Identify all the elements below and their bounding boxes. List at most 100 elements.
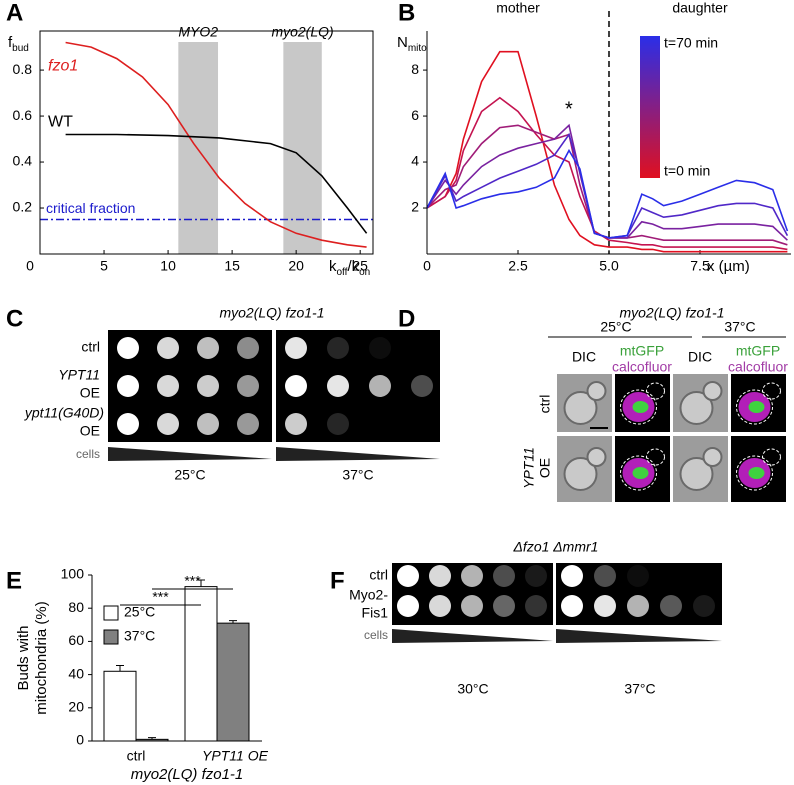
row-label: OE bbox=[80, 385, 100, 401]
axis-label: koff/kon bbox=[329, 258, 370, 278]
colony-spot bbox=[493, 595, 515, 617]
plot-frame bbox=[39, 30, 374, 255]
y-tick-label: 0.2 bbox=[13, 199, 33, 215]
colony-spot bbox=[117, 413, 139, 435]
error-bar bbox=[197, 579, 205, 587]
series-label: fzo1 bbox=[48, 58, 78, 75]
channel-label: DIC bbox=[688, 349, 712, 365]
y-tick-label: 0.4 bbox=[13, 153, 33, 169]
colony-spot bbox=[285, 413, 307, 435]
colony-spot bbox=[461, 565, 483, 587]
x-tick-label: 5 bbox=[100, 258, 108, 274]
x-tick-label: 0 bbox=[423, 258, 431, 274]
channel-label: mtGFP bbox=[736, 343, 780, 359]
y-tick-label: 20 bbox=[68, 699, 84, 715]
x-tick-label: 25 bbox=[352, 258, 368, 274]
y-tick-label: 8 bbox=[411, 61, 419, 77]
y-tick-label: 100 bbox=[61, 566, 85, 582]
series-line bbox=[426, 50, 788, 253]
dilution-wedge bbox=[556, 629, 722, 643]
band-label: myo2(LQ) bbox=[271, 24, 333, 40]
panel-title: Δfzo1 Δmmr1 bbox=[513, 539, 599, 555]
colony-spot bbox=[327, 337, 349, 359]
panel-label: F bbox=[330, 567, 345, 594]
colony-spot bbox=[461, 595, 483, 617]
y-tick-label: 6 bbox=[411, 107, 419, 123]
region-label: daughter bbox=[672, 0, 728, 16]
row-label: Myo2- bbox=[349, 587, 388, 603]
panel-label: D bbox=[398, 305, 415, 332]
cell-outline bbox=[762, 382, 781, 400]
axis-label: fbud bbox=[8, 34, 29, 54]
colony-spot bbox=[197, 375, 219, 397]
cell-outline bbox=[736, 389, 773, 425]
temperature-label: 30°C bbox=[457, 681, 488, 697]
x-tick-label: 7.5 bbox=[690, 258, 710, 274]
panel-label: A bbox=[6, 0, 23, 26]
dilution-wedge bbox=[276, 447, 440, 461]
y-tick-label: 2 bbox=[411, 199, 419, 215]
series-line bbox=[426, 132, 789, 239]
colony-spot bbox=[369, 337, 391, 359]
colony-spot bbox=[561, 565, 583, 587]
cells-label: cells bbox=[364, 628, 388, 642]
cell bbox=[563, 457, 598, 491]
colony-spot bbox=[561, 595, 583, 617]
dilution-wedge bbox=[392, 629, 553, 643]
cell bbox=[679, 457, 714, 491]
series-line bbox=[426, 124, 788, 246]
axis-label: Nmito bbox=[397, 34, 427, 54]
mito-stain bbox=[632, 467, 649, 479]
band bbox=[178, 42, 219, 254]
cell bbox=[702, 447, 723, 467]
bar bbox=[103, 670, 137, 742]
panel-title: myo2(LQ) fzo1-1 bbox=[619, 305, 724, 321]
temperature-label: 37°C bbox=[724, 319, 755, 335]
axis-label-part: on bbox=[359, 267, 370, 278]
row-label: ctrl bbox=[81, 339, 100, 355]
legend-label: 37°C bbox=[124, 628, 155, 644]
panel-title: myo2(LQ) fzo1-1 bbox=[219, 305, 324, 321]
colony-spot bbox=[627, 595, 649, 617]
cell-outline bbox=[620, 455, 657, 491]
x-tick-label: YPT11 OE bbox=[202, 748, 269, 764]
colony-spot bbox=[327, 375, 349, 397]
y-tick-label: 40 bbox=[68, 665, 84, 681]
colony-spot bbox=[197, 413, 219, 435]
row-label: OE bbox=[537, 458, 553, 478]
colorbar-label: t=70 min bbox=[664, 35, 718, 51]
temperature-label: 25°C bbox=[174, 467, 205, 483]
significance-label: *** bbox=[152, 589, 169, 605]
temperature-label: 37°C bbox=[342, 467, 373, 483]
row-label: YPT11 bbox=[521, 447, 537, 489]
y-axis-label: Buds with bbox=[15, 625, 32, 690]
colony-spot bbox=[237, 413, 259, 435]
cell-outline bbox=[620, 389, 657, 425]
colorbar bbox=[640, 36, 660, 178]
dilution-wedge bbox=[108, 447, 272, 461]
legend-swatch bbox=[103, 629, 119, 645]
series-line bbox=[426, 96, 788, 251]
y-tick-label: 0.8 bbox=[13, 61, 33, 77]
row-label: OE bbox=[80, 423, 100, 439]
x-tick-label: ctrl bbox=[127, 748, 146, 764]
panel-label: C bbox=[6, 305, 23, 332]
colony-spot bbox=[429, 565, 451, 587]
channel-label: mtGFP bbox=[620, 343, 664, 359]
colony-spot bbox=[369, 375, 391, 397]
channel-label: DIC bbox=[572, 349, 596, 365]
cell bbox=[563, 391, 598, 425]
row-label: ypt11(G40D) bbox=[24, 405, 104, 421]
colony-spot bbox=[594, 595, 616, 617]
category-note: myo2(LQ) fzo1-1 bbox=[131, 766, 244, 783]
colony-spot bbox=[157, 337, 179, 359]
axis-label-part: f bbox=[8, 34, 13, 51]
cell-outline bbox=[646, 382, 665, 400]
panel-label: B bbox=[398, 0, 415, 26]
cells-label: cells bbox=[76, 447, 100, 461]
mito-stain bbox=[748, 401, 765, 413]
series-line bbox=[426, 123, 788, 241]
cell bbox=[702, 381, 723, 401]
axis-label-part: /k bbox=[347, 258, 359, 275]
colony-spot bbox=[594, 565, 616, 587]
